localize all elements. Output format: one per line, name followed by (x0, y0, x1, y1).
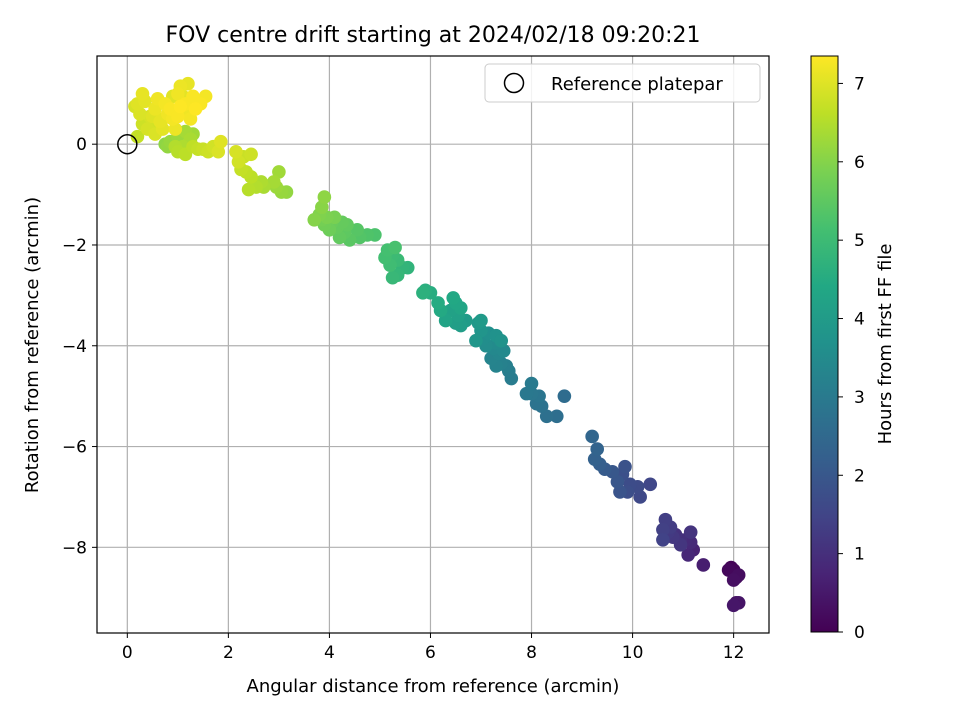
data-point (135, 86, 150, 101)
legend: Reference platepar (484, 63, 761, 103)
data-point (272, 165, 286, 179)
data-point (307, 212, 322, 227)
x-tick-label: 10 (622, 643, 644, 663)
data-point (549, 409, 564, 424)
y-tick-label: −2 (62, 236, 87, 256)
data-points (128, 76, 746, 613)
data-point (469, 333, 483, 348)
data-point (173, 99, 188, 114)
data-point (656, 522, 670, 537)
data-point (416, 286, 430, 300)
y-tick-label: −4 (62, 337, 87, 357)
colorbar-tick-label: 1 (854, 545, 865, 565)
data-point (696, 558, 711, 572)
colorbar-tick-label: 4 (854, 310, 865, 330)
x-tick-label: 2 (223, 643, 234, 663)
data-point (267, 175, 281, 189)
data-point (188, 102, 203, 116)
legend-marker-open-circle (503, 72, 525, 94)
y-axis-ticks: −8 −6 −4 −2 0 (62, 135, 97, 558)
y-tick-label: 0 (76, 135, 87, 155)
data-point (229, 144, 243, 159)
data-point (585, 429, 599, 444)
colorbar-tick-label: 0 (854, 623, 865, 643)
data-point (241, 182, 256, 197)
reference-platepar-marker (117, 133, 138, 155)
data-point (388, 240, 402, 255)
colorbar-tick-label: 2 (854, 466, 865, 486)
data-point (431, 296, 445, 310)
colorbar-ticks: 0 1 2 3 4 5 6 7 (838, 74, 865, 643)
colorbar: 0 1 2 3 4 5 6 7 Hours from first FF file (810, 55, 896, 643)
x-axis-ticks: 0 2 4 6 8 10 12 (122, 633, 745, 663)
legend-box (484, 63, 761, 103)
colorbar-tick-label: 5 (854, 231, 865, 251)
y-tick-label: −6 (62, 438, 87, 458)
data-point (683, 525, 698, 540)
data-point (446, 291, 461, 305)
data-point (438, 313, 453, 328)
x-tick-label: 6 (425, 643, 436, 663)
colorbar-tick-label: 7 (854, 74, 865, 94)
data-point (590, 442, 605, 456)
x-axis-label: Angular distance from reference (arcmin) (247, 676, 620, 697)
x-tick-label: 12 (723, 643, 745, 663)
data-point (656, 532, 670, 547)
x-tick-label: 8 (526, 643, 537, 663)
x-tick-label: 4 (324, 643, 335, 663)
colorbar-tick-label: 3 (854, 388, 865, 408)
data-point (244, 147, 258, 162)
data-point (494, 333, 509, 348)
legend-entry-reference-platepar: Reference platepar (551, 74, 723, 95)
data-point (539, 409, 554, 424)
data-point (618, 459, 632, 474)
data-point (213, 134, 228, 149)
data-point (130, 129, 145, 144)
colorbar-label: Hours from first FF file (875, 244, 896, 445)
y-axis-label: Rotation from reference (arcmin) (22, 197, 43, 493)
data-point (726, 573, 741, 587)
reference-marker (117, 133, 138, 155)
y-tick-label: −8 (62, 538, 87, 558)
x-tick-label: 0 (122, 643, 133, 663)
data-point (643, 477, 658, 492)
data-point (385, 270, 400, 285)
data-point (557, 389, 572, 403)
data-point (519, 386, 534, 401)
data-point (726, 598, 741, 613)
colorbar-gradient (810, 55, 839, 633)
data-point (317, 190, 332, 204)
plot-frame (96, 55, 770, 634)
data-point (524, 376, 539, 391)
data-point (681, 548, 695, 562)
data-point (610, 475, 625, 489)
data-point (350, 223, 365, 237)
data-point (183, 112, 198, 126)
colorbar-tick-label: 6 (854, 153, 865, 173)
data-point (474, 313, 488, 328)
chart-title: FOV centre drift starting at 2024/02/18 … (166, 23, 701, 48)
data-point (171, 86, 185, 101)
